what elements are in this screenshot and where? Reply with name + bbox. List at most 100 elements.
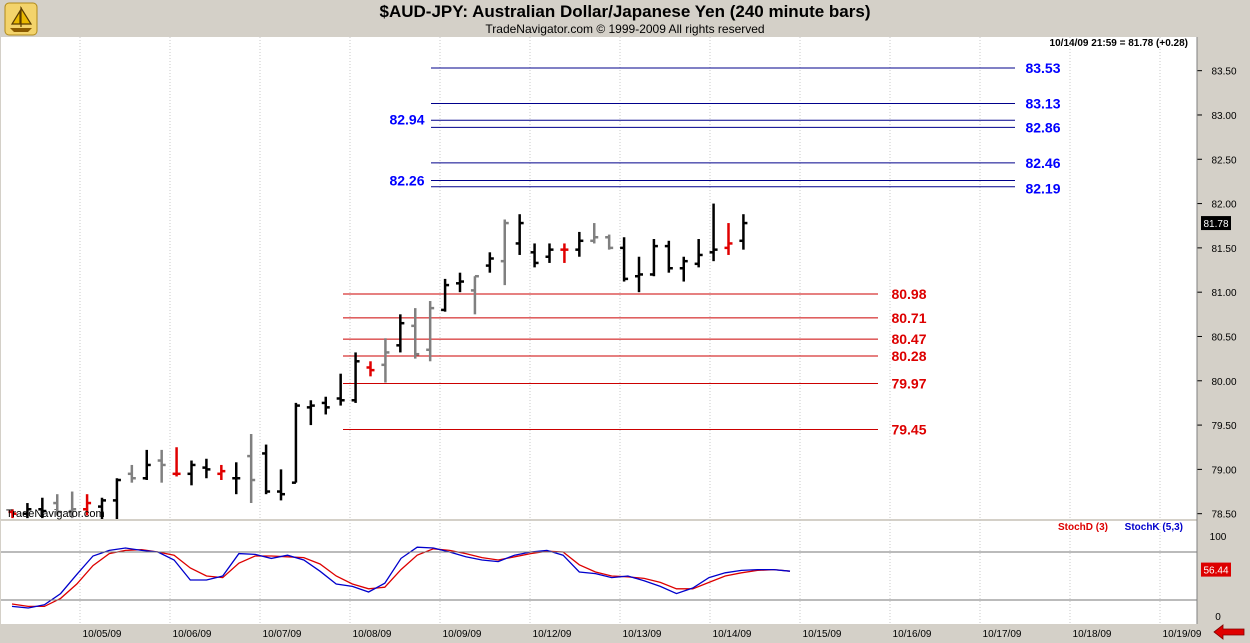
price-tick-label: 83.00 <box>1211 111 1236 122</box>
price-panel <box>1 37 1197 519</box>
resistance-label: 82.94 <box>389 111 424 127</box>
price-bar <box>515 214 524 255</box>
price-axis: 78.50 79.00 79.50 80.00 80.50 81.00 81.50 82.00… <box>1197 67 1237 521</box>
stoch-tick-label: 0 <box>1215 612 1221 623</box>
price-bar <box>441 278 450 312</box>
price-bar <box>620 237 629 282</box>
support-label: 80.47 <box>891 331 926 347</box>
stoch-last-tag <box>1201 562 1231 577</box>
price-bar <box>351 352 360 403</box>
date-tick-label: 10/12/09 <box>533 629 572 640</box>
price-bar <box>247 433 256 504</box>
resistance-label: 82.19 <box>1025 181 1060 197</box>
price-bar <box>83 494 92 516</box>
chart-title: $AUD-JPY: Australian Dollar/Japanese Yen… <box>379 2 871 21</box>
price-bar <box>456 272 464 293</box>
resistance-label: 83.53 <box>1025 60 1060 76</box>
price-tick-label: 79.50 <box>1211 421 1236 432</box>
price-bar <box>635 256 643 293</box>
quote-info: 10/14/09 21:59 = 81.78 (+0.28) <box>1050 38 1188 49</box>
resistance-levels: 83.53 83.13 82.94 82.86 82.46 82.26 82.19 <box>389 60 1060 197</box>
price-bar <box>38 497 47 519</box>
sailboat-logo-icon <box>4 2 38 36</box>
price-bar <box>739 214 748 250</box>
last-price-label: 81.78 <box>1203 219 1228 230</box>
price-bar <box>202 458 211 479</box>
resistance-label: 83.13 <box>1025 95 1060 111</box>
scroll-left-arrow-icon[interactable] <box>1212 624 1246 640</box>
price-tick-label: 82.50 <box>1211 155 1236 166</box>
price-tick-label: 80.00 <box>1211 377 1236 388</box>
price-bar <box>679 256 688 282</box>
support-label: 79.45 <box>891 422 926 438</box>
price-bar <box>336 373 345 406</box>
stoch-last-label: 56.44 <box>1203 566 1228 577</box>
price-bar <box>127 464 136 483</box>
price-tick-label: 78.50 <box>1211 510 1236 521</box>
support-label: 80.71 <box>891 310 926 326</box>
price-bar <box>187 460 196 486</box>
date-tick-label: 10/09/09 <box>443 629 482 640</box>
price-bar <box>500 219 509 286</box>
support-label: 80.28 <box>891 348 926 364</box>
price-bar <box>232 462 241 495</box>
stoch-series-line <box>11 548 791 608</box>
price-bar <box>321 396 330 415</box>
price-bar <box>411 308 420 359</box>
price-bar <box>724 223 733 255</box>
price-tick-label: 82.00 <box>1211 200 1236 211</box>
date-tick-label: 10/07/09 <box>263 629 302 640</box>
price-bar <box>23 503 32 519</box>
date-tick-label: 10/18/09 <box>1073 629 1112 640</box>
price-bar <box>142 449 151 481</box>
price-bar <box>112 478 121 519</box>
price-bar <box>306 400 315 426</box>
price-tick-label: 81.00 <box>1211 288 1236 299</box>
date-tick-label: 10/13/09 <box>623 629 662 640</box>
price-bar <box>98 497 106 519</box>
price-tick-label: 80.50 <box>1211 332 1236 343</box>
price-bar <box>157 449 166 483</box>
price-bar <box>396 314 405 353</box>
price-bar <box>217 464 226 481</box>
price-tick-label: 79.00 <box>1211 465 1236 476</box>
price-bar <box>560 243 569 263</box>
date-tick-label: 10/14/09 <box>713 629 752 640</box>
price-bars <box>8 203 748 519</box>
stochastic-axis: 100 0 56.44 <box>1 532 1231 623</box>
support-label: 80.98 <box>891 286 926 302</box>
price-bar <box>381 338 390 383</box>
price-bar <box>575 231 584 257</box>
date-tick-label: 10/06/09 <box>173 629 212 640</box>
price-bar <box>649 239 658 277</box>
support-label: 79.97 <box>891 375 926 391</box>
resistance-label: 82.86 <box>1025 119 1060 135</box>
watermark-text: TradeNavigator.com <box>6 508 105 520</box>
date-tick-label: 10/19/09 <box>1163 629 1202 640</box>
date-tick-label: 10/08/09 <box>353 629 392 640</box>
resistance-label: 82.26 <box>389 173 424 189</box>
price-bar <box>8 509 17 519</box>
stoch-series-line <box>11 546 791 609</box>
price-bar <box>709 203 718 262</box>
date-tick-label: 10/05/09 <box>83 629 122 640</box>
legend-stochd: StochD (3) <box>1058 522 1108 533</box>
price-bar <box>172 447 181 477</box>
price-bar <box>68 491 77 519</box>
stochastic-lines <box>11 546 791 609</box>
price-bar <box>590 223 599 244</box>
date-axis: 10/05/09 10/06/09 10/07/09 10/08/09 10/09/09… <box>83 629 1202 640</box>
price-bar <box>366 361 375 377</box>
date-tick-label: 10/16/09 <box>893 629 932 640</box>
price-bar <box>262 444 271 495</box>
price-tick-label: 81.50 <box>1211 244 1236 255</box>
copyright-notice: TradeNavigator.com © 1999-2009 All right… <box>485 22 765 36</box>
resistance-label: 82.46 <box>1025 155 1060 171</box>
legend-stochk: StochK (5,3) <box>1125 522 1183 533</box>
price-bar <box>470 274 479 315</box>
price-bar <box>291 402 300 484</box>
date-tick-label: 10/15/09 <box>803 629 842 640</box>
price-bar <box>605 234 614 250</box>
